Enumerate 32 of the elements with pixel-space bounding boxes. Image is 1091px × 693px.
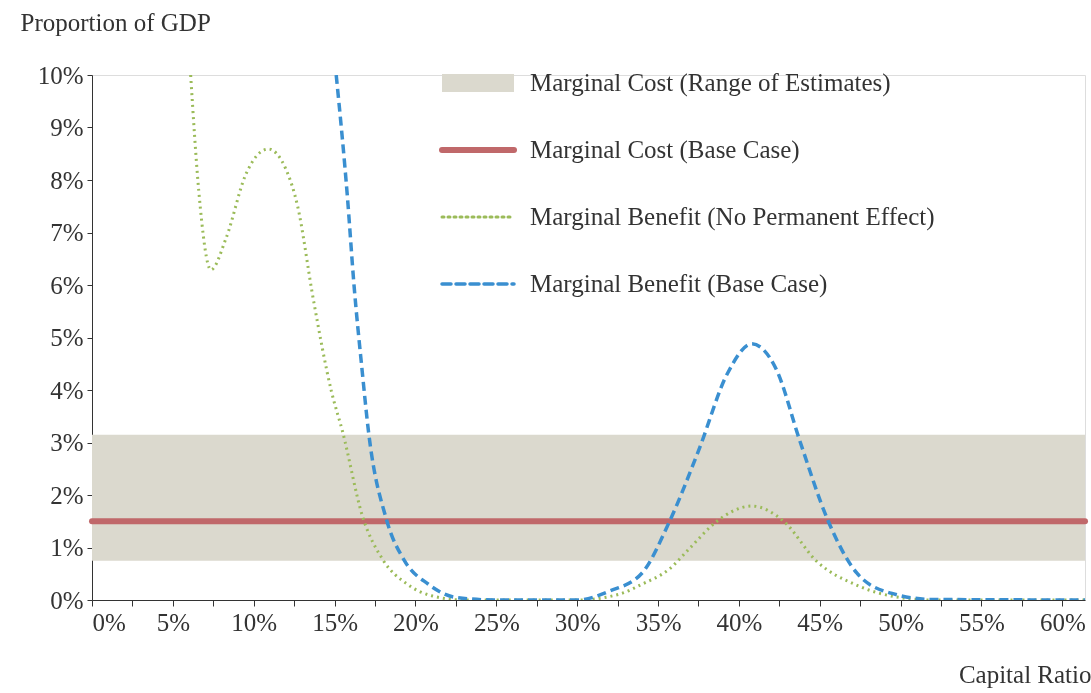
line-series xyxy=(334,75,1085,600)
y-tick-label: 7% xyxy=(50,219,84,246)
x-tick-label: 35% xyxy=(635,608,682,636)
legend-label: Marginal Cost (Base Case) xyxy=(530,136,800,164)
x-tick-label: 15% xyxy=(312,608,358,636)
line-series xyxy=(189,75,1085,600)
x-tick-label: 5% xyxy=(156,608,191,636)
legend-label: Marginal Benefit (No Permanent Effect) xyxy=(530,203,935,231)
y-tick-label: 9% xyxy=(50,114,84,141)
x-tick-label: 25% xyxy=(473,608,520,636)
legend-label: Marginal Benefit (Base Case) xyxy=(530,270,828,298)
y-tick-label: 0% xyxy=(50,586,84,614)
x-tick-label: 0% xyxy=(92,608,126,636)
y-tick-label: 8% xyxy=(50,166,84,194)
x-tick-label: 20% xyxy=(393,608,439,636)
x-tick-label: 55% xyxy=(959,608,1005,636)
y-axis-title: Proportion of GDP xyxy=(20,8,211,36)
y-tick-label: 3% xyxy=(50,429,84,456)
x-axis-title: Capital Ratio xyxy=(958,660,1091,688)
y-tick-label: 2% xyxy=(50,481,84,509)
y-tick-label: 6% xyxy=(50,271,84,299)
x-tick-label: 50% xyxy=(878,608,925,636)
x-tick-label: 45% xyxy=(797,608,844,636)
y-tick-label: 1% xyxy=(50,534,84,561)
y-tick-label: 4% xyxy=(50,376,84,404)
legend-label: Marginal Cost (Range of Estimates) xyxy=(530,69,891,97)
x-tick-label: 40% xyxy=(716,608,763,636)
x-tick-label: 10% xyxy=(231,608,278,636)
y-tick-label: 10% xyxy=(37,61,84,89)
x-tick-label: 60% xyxy=(1039,608,1086,636)
x-tick-label: 30% xyxy=(554,608,601,636)
y-tick-label: 5% xyxy=(50,324,84,351)
